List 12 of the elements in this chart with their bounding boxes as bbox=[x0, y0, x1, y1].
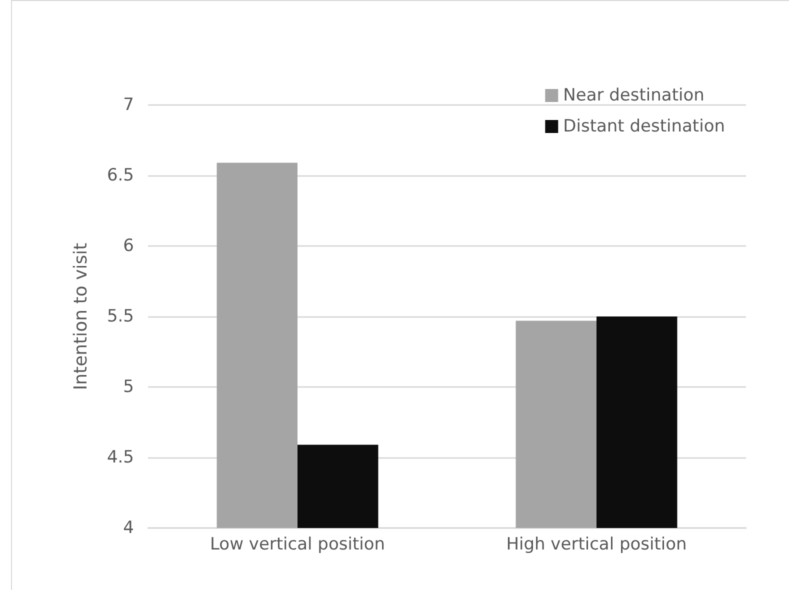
y-tick-label: 7 bbox=[123, 95, 134, 115]
y-tick-label: 6 bbox=[123, 236, 134, 256]
y-tick-label: 5.5 bbox=[106, 306, 134, 326]
y-tick-label: 4.5 bbox=[106, 448, 134, 468]
x-tick-label: High vertical position bbox=[506, 534, 687, 554]
y-tick-label: 4 bbox=[123, 518, 134, 538]
x-tick-label: Low vertical position bbox=[210, 534, 386, 554]
y-tick-label: 6.5 bbox=[106, 166, 134, 186]
legend-label: Near destination bbox=[563, 86, 704, 106]
legend-label: Distant destination bbox=[563, 116, 726, 136]
y-axis-title: Intention to visit bbox=[70, 242, 92, 390]
y-tick-label: 5 bbox=[123, 377, 134, 397]
